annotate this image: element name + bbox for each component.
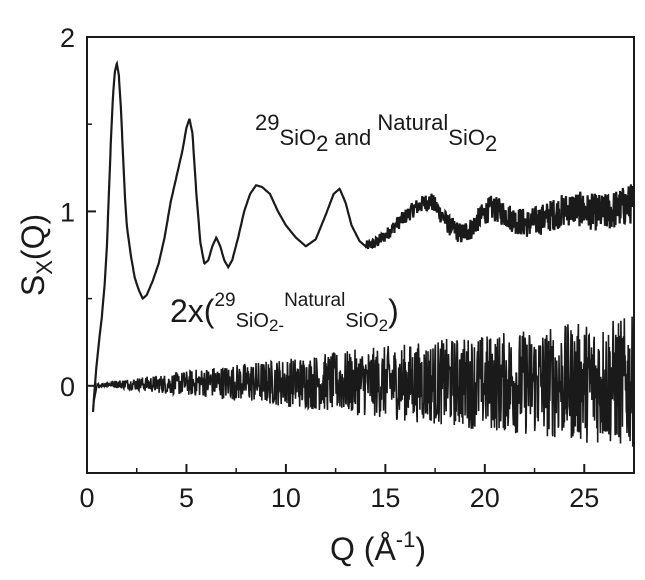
x-axis-label-main: Q (Å <box>330 531 396 567</box>
y-axis-label: SX(Q) <box>15 214 57 296</box>
annotation-lower-prefix: 2x( <box>170 293 215 329</box>
series-line-2 <box>92 316 634 447</box>
y-axis-label-rest: (Q) <box>15 214 51 260</box>
annotation-lower-nat-sup: Natural <box>284 290 345 311</box>
x-tick-label: 25 <box>569 483 599 513</box>
annotation-lower-iso-sup: 29 <box>214 290 235 311</box>
x-axis-label-sup: -1 <box>396 527 416 552</box>
x-axis-label: Q (Å-1) <box>330 527 426 567</box>
x-tick-label: 5 <box>179 483 194 513</box>
ticks: 0 5 10 15 20 25 0 1 2 <box>60 23 599 513</box>
annotation-upper-nat-sup: Natural <box>377 110 448 135</box>
annotation-lower: 2x(29SiO2-NaturalSiO2) <box>170 290 399 335</box>
y-axis-label-main: S <box>15 275 51 296</box>
annotation-upper-nat-sub: 2 <box>485 131 497 156</box>
x-tick-label: 10 <box>271 483 301 513</box>
x-tick-label: 0 <box>79 483 94 513</box>
annotation-upper-iso-sup: 29 <box>255 110 279 135</box>
y-axis-label-sub: X <box>32 260 57 275</box>
x-tick-label: 20 <box>470 483 500 513</box>
plot-frame <box>86 36 635 474</box>
annotation-lower-nat-sub: 2 <box>379 316 388 335</box>
annotation-upper-iso-sub: 2 <box>316 131 328 156</box>
series-line-1 <box>91 60 634 413</box>
annotation-lower-iso-sub: 2- <box>269 316 284 335</box>
annotation-lower-nat-main: SiO <box>345 310 378 332</box>
x-tick-label: 15 <box>370 483 400 513</box>
annotation-upper-and: and <box>328 125 377 150</box>
y-tick-label: 0 <box>60 372 75 402</box>
annotation-lower-iso-main: SiO <box>236 310 269 332</box>
plot-lines <box>91 60 634 447</box>
y-tick-label: 2 <box>60 23 75 53</box>
annotation-upper: 29SiO2 and NaturalSiO2 <box>255 110 497 156</box>
annotation-upper-iso-main: SiO <box>279 125 316 150</box>
annotation-lower-suffix: ) <box>388 293 399 329</box>
y-tick-label: 1 <box>60 197 75 227</box>
annotation-upper-nat-main: SiO <box>448 125 485 150</box>
x-axis-label-close: ) <box>415 531 426 567</box>
